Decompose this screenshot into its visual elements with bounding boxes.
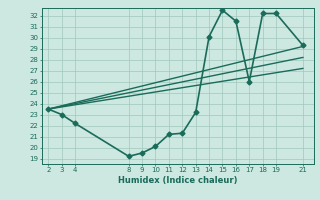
X-axis label: Humidex (Indice chaleur): Humidex (Indice chaleur): [118, 176, 237, 185]
